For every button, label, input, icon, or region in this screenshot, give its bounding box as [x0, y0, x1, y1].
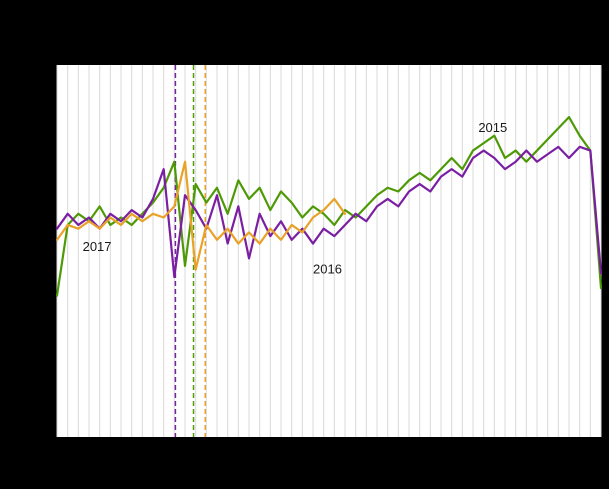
- annotation-2016: 2016: [313, 261, 342, 276]
- annotation-2015: 2015: [478, 120, 507, 135]
- series-line-2017: [55, 160, 347, 271]
- series-line-2016: [55, 145, 603, 279]
- annotation-2017: 2017: [83, 239, 112, 254]
- plot-area: [57, 65, 601, 437]
